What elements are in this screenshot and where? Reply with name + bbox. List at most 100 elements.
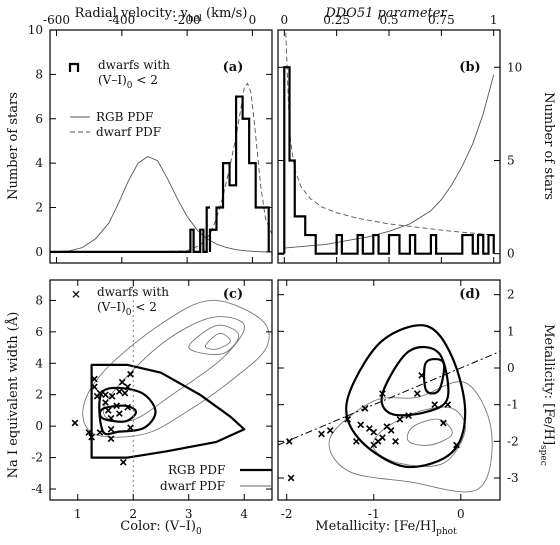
panel-d-rgb-contour-inner — [422, 357, 446, 395]
panel-c-data-point — [104, 407, 112, 414]
panel-d-y-label-main: Metallicity: [Fe/H] — [541, 324, 556, 445]
panel-b-plot-area — [278, 30, 495, 255]
panel-c-x-tick-label: 2 — [129, 507, 137, 521]
panel-d-y-tick-label: 2 — [507, 288, 515, 302]
panel-a-hist-tail — [187, 206, 210, 253]
panel-d-data-point — [418, 371, 426, 379]
panel-c-y-tick-label: 6 — [35, 325, 43, 339]
panel-c-data-point — [127, 370, 134, 378]
panel-a-y-tick-label: 10 — [28, 23, 43, 37]
panel-a-frame — [49, 29, 273, 264]
panel-c-data-point — [107, 435, 115, 443]
panel-b-x-tick-label: 0.75 — [428, 13, 455, 27]
panel-d-x-label-sub: phot — [436, 527, 457, 537]
panel-a-top-label-main: Radial velocity: v — [75, 6, 189, 21]
panel-a-x-tick-label: -200 — [174, 13, 201, 27]
panel-d-data-point — [344, 415, 352, 423]
panel-d-data-point — [287, 474, 295, 482]
panel-d-dwarf-contour-outer — [328, 381, 493, 493]
legend-hist-label-2-main: (V–I) — [98, 73, 127, 87]
panel-d-data-point — [396, 415, 404, 423]
legend-marker-label-2-tail: < 2 — [132, 300, 157, 314]
panel-a-x-tick-label: -600 — [43, 13, 70, 27]
panel-b-y-axis-label: Number of stars — [541, 92, 556, 200]
panel-d-x-tick-label: 0 — [457, 507, 465, 521]
panel-b-x-tick-label: 0 — [280, 13, 288, 27]
panel-d-data-point — [392, 437, 399, 445]
panel-d-data-point — [361, 404, 369, 412]
panel-d-data-point — [440, 419, 447, 427]
panel-b-dwarf-pdf-curve — [285, 30, 494, 236]
panel-b-x-tick-label: 1 — [490, 13, 498, 27]
panel-a-x-tick-label: -400 — [108, 13, 135, 27]
panel-b-x-tick-label: 0.5 — [379, 13, 398, 27]
panel-c-data-point — [113, 402, 120, 410]
panel-c-y-tick-label: 2 — [35, 388, 43, 402]
legend-marker-label-1: dwarfs with — [97, 285, 169, 299]
panel-a-top-axis-label: Radial velocity: vhel (km/s) — [75, 6, 248, 24]
panel-c-data-point — [121, 389, 129, 397]
legend-rgb-label: RGB PDF — [96, 110, 153, 124]
panel-c-y-axis-label: Na I equivalent width (Å) — [5, 312, 21, 479]
panel-a-legend: dwarfs with (V–I)0 < 2 RGB PDF dwarf PDF — [68, 58, 170, 139]
panel-c-y-tick-label: 4 — [35, 356, 43, 370]
panel-a-y-tick-label: 2 — [35, 201, 43, 215]
legend-marker-label-2: (V–I)0 < 2 — [97, 300, 157, 318]
panel-c-x-label-sub: 0 — [196, 527, 202, 537]
panel-c-data-point — [116, 388, 123, 395]
legend-hist-swatch — [68, 62, 80, 72]
panel-d-rgb-contour-mid — [380, 345, 450, 417]
panel-d-data-point — [431, 401, 439, 409]
panel-c-data-point — [88, 433, 95, 441]
panel-c-data-point — [108, 392, 116, 400]
panel-a-x-tick-label: 0 — [249, 13, 257, 27]
legend-dwarf-label: dwarf PDF — [96, 125, 161, 139]
legend-hist-label-2-sub: 0 — [127, 81, 133, 91]
panel-a-y-axis-label: Number of stars — [6, 92, 21, 200]
legend-hist-label-2: (V–I)0 < 2 — [98, 73, 158, 91]
panel-d-one-to-one-line — [277, 351, 501, 446]
panel-a-velocity-histogram: -600 -400 -200 0 0 2 4 6 8 10 — [28, 13, 273, 264]
panel-c-x-tick-label: 1 — [74, 507, 82, 521]
panel-d-y-tick-label: -2 — [507, 434, 519, 448]
panel-a-dwarf-pdf-curve — [50, 82, 273, 253]
panel-c-data-point — [107, 425, 115, 433]
panel-d-data-point — [352, 437, 360, 445]
panel-d-rgb-contour-outer — [345, 324, 467, 469]
panel-d-dwarf-contour-inner — [406, 418, 453, 446]
panel-c-data-point — [96, 429, 104, 436]
panel-c-data-point — [118, 378, 126, 386]
panel-d-dwarf-contour-mid — [372, 406, 466, 467]
panel-a-histogram — [208, 95, 270, 252]
panel-d-x-tick-label: -2 — [281, 507, 293, 521]
panel-c-data-point — [124, 403, 132, 411]
panel-c-frame — [49, 279, 273, 501]
panel-c-data-point — [127, 424, 134, 432]
panel-d-y-tick-label: 1 — [507, 324, 515, 338]
panel-c-y-tick-label: -4 — [31, 482, 43, 496]
panel-d-data-point — [387, 426, 395, 434]
panel-a-y-tick-label: 4 — [35, 156, 43, 170]
panel-c-data-point — [107, 414, 115, 422]
legend-marker-label-2-sub: 0 — [126, 308, 132, 318]
legend-marker-label-2-main: (V–I) — [97, 300, 126, 314]
panel-b-y-tick-label: 0 — [507, 247, 515, 261]
panel-a-y-tick-label: 0 — [35, 245, 43, 259]
panel-a-rgb-pdf-curve — [49, 155, 272, 253]
panel-a-y-tick-label: 8 — [35, 67, 43, 81]
panel-c-x-axis-label: Color: (V–I)0 — [120, 519, 202, 537]
panel-b-top-axis-label: DDO51 parameter — [324, 6, 447, 21]
panel-d-data-point — [453, 441, 460, 449]
panel-a-label: (a) — [223, 60, 244, 75]
panel-c-x-tick-label: 3 — [185, 507, 193, 521]
panel-d-y-tick-label: -3 — [507, 471, 519, 485]
panel-d-data-point — [379, 434, 386, 442]
panel-d-y-axis-label: Metallicity: [Fe/H]spec — [538, 324, 556, 466]
panel-c-y-tick-label: -2 — [31, 451, 43, 465]
panel-c-data-point — [102, 391, 109, 399]
panel-d-data-point — [413, 390, 421, 398]
panel-c-legend: × dwarfs with (V–I)0 < 2 RGB PDF dwarf P… — [71, 285, 272, 493]
panel-d-data-point — [379, 390, 386, 398]
panel-d-y-tick-label: 0 — [507, 361, 515, 375]
panel-c-data-point — [124, 383, 132, 391]
